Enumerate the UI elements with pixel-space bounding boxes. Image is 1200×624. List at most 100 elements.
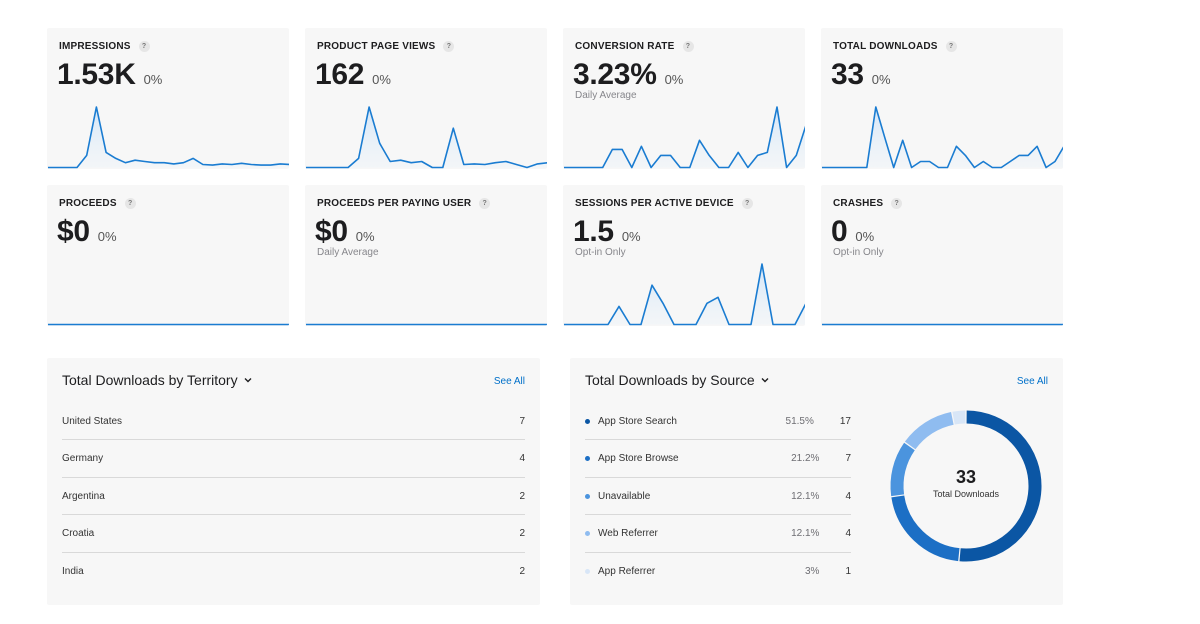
- legend-dot-icon: [585, 493, 590, 499]
- metric-subtitle: Opt-in Only: [833, 247, 884, 258]
- territory-title-dropdown[interactable]: Total Downloads by Territory: [62, 372, 253, 388]
- metric-change: 0%: [355, 229, 375, 244]
- legend-dot-icon: [585, 569, 590, 574]
- territory-count: 7: [519, 415, 525, 427]
- metric-card-crashes[interactable]: CRASHES? 0 0% Opt-in Only: [821, 185, 1063, 326]
- source-title-dropdown[interactable]: Total Downloads by Source: [585, 372, 770, 388]
- metric-label-text: IMPRESSIONS: [59, 41, 131, 52]
- metric-value: 1.5: [573, 215, 614, 248]
- metric-card-total-downloads[interactable]: TOTAL DOWNLOADS? 33 0%: [821, 28, 1063, 169]
- donut-slice[interactable]: [891, 495, 960, 562]
- metric-label: IMPRESSIONS?: [59, 41, 150, 52]
- donut-slice[interactable]: [952, 410, 966, 425]
- metric-label-text: PRODUCT PAGE VIEWS: [317, 41, 436, 52]
- legend-dot-icon: [585, 418, 590, 424]
- territory-count: 2: [519, 490, 525, 502]
- help-icon[interactable]: ?: [891, 198, 903, 209]
- legend-dot-icon: [585, 531, 590, 536]
- help-icon[interactable]: ?: [138, 41, 150, 52]
- territory-count: 4: [519, 453, 525, 464]
- metric-card-conversion-rate[interactable]: CONVERSION RATE? 3.23% 0% Daily Average: [563, 28, 805, 169]
- territory-name: Argentina: [62, 490, 105, 502]
- source-row: App Store Search 51.5% 17: [585, 403, 851, 440]
- territory-row: Argentina 2: [62, 478, 525, 515]
- metric-label-text: CONVERSION RATE: [575, 41, 675, 52]
- source-count: 4: [845, 490, 851, 502]
- source-name: Web Referrer: [598, 528, 658, 539]
- help-icon[interactable]: ?: [124, 198, 136, 209]
- source-name: Unavailable: [598, 490, 651, 502]
- metric-change: 0%: [372, 72, 391, 87]
- territory-panel: Total Downloads by Territory See All Uni…: [47, 358, 540, 605]
- sparkline-line: [564, 263, 805, 326]
- metric-change: 0%: [664, 72, 684, 87]
- territory-name: India: [62, 566, 84, 577]
- sparkline-chart: [822, 106, 1063, 169]
- sparkline-area: [306, 107, 547, 168]
- source-count: 17: [839, 415, 851, 427]
- source-row: App Store Browse 21.2% 7: [585, 441, 851, 478]
- source-share: 21.2%: [791, 453, 820, 464]
- metric-card-sessions-per-active-device[interactable]: SESSIONS PER ACTIVE DEVICE? 1.5 0% Opt-in O…: [563, 185, 805, 326]
- sparkline-area: [564, 264, 805, 325]
- sparkline-chart: [564, 106, 805, 169]
- territory-see-all-link[interactable]: See All: [493, 376, 525, 387]
- metric-card-proceeds-per-paying-user[interactable]: PROCEEDS PER PAYING USER? $0 0% Daily Avera…: [305, 185, 547, 326]
- source-share: 12.1%: [791, 490, 820, 502]
- donut-total: 33: [955, 467, 977, 487]
- sparkline-line: [48, 106, 289, 169]
- sparkline-area: [564, 107, 805, 168]
- territory-title: Total Downloads by Territory: [62, 372, 238, 388]
- territory-name: Germany: [62, 453, 104, 464]
- metric-card-product-page-views[interactable]: PRODUCT PAGE VIEWS? 162 0%: [305, 28, 547, 169]
- sparkline-chart: [48, 106, 289, 169]
- help-icon[interactable]: ?: [443, 41, 455, 52]
- metric-label-text: TOTAL DOWNLOADS: [833, 41, 938, 52]
- source-row: Unavailable 12.1% 4: [585, 478, 851, 515]
- source-name: App Referrer: [598, 566, 656, 577]
- metric-label-text: PROCEEDS PER PAYING USER: [317, 198, 472, 209]
- territory-row: India 2: [62, 553, 525, 590]
- metric-value: 1.53K: [57, 58, 136, 91]
- territory-row: Croatia 2: [62, 516, 525, 553]
- metric-value-group: 1.5 0%: [573, 215, 641, 249]
- source-title: Total Downloads by Source: [585, 372, 755, 388]
- help-icon[interactable]: ?: [682, 41, 694, 52]
- metric-value-group: 1.53K 0%: [57, 58, 162, 92]
- donut-slice[interactable]: [904, 411, 954, 450]
- source-panel: Total Downloads by Source See All App St…: [570, 358, 1063, 605]
- sparkline-line: [822, 106, 1063, 169]
- source-share: 12.1%: [791, 528, 820, 539]
- help-icon[interactable]: ?: [479, 198, 491, 209]
- metric-value: 33: [831, 58, 864, 91]
- source-see-all-link[interactable]: See All: [1016, 376, 1048, 387]
- source-name: App Store Browse: [598, 453, 679, 464]
- sparkline-area: [48, 107, 289, 168]
- sparkline-area: [822, 107, 1063, 168]
- help-icon[interactable]: ?: [945, 41, 957, 52]
- metric-value: 0: [831, 215, 848, 248]
- metric-change: 0%: [855, 229, 875, 244]
- metric-value-group: $0 0%: [315, 215, 375, 249]
- sparkline-line: [564, 106, 805, 169]
- metric-value-group: 0 0%: [831, 215, 874, 249]
- metric-value-group: $0 0%: [57, 215, 117, 249]
- source-row: Web Referrer 12.1% 4: [585, 516, 851, 553]
- sparkline-chart: [306, 106, 547, 169]
- territory-name: Croatia: [62, 528, 95, 539]
- metric-card-proceeds[interactable]: PROCEEDS? $0 0%: [47, 185, 289, 326]
- donut-slice[interactable]: [959, 410, 1042, 562]
- sparkline-chart: [48, 323, 289, 326]
- sparkline-chart: [822, 323, 1063, 326]
- metric-label: PROCEEDS PER PAYING USER?: [317, 198, 491, 209]
- metric-card-impressions[interactable]: IMPRESSIONS? 1.53K 0%: [47, 28, 289, 169]
- territory-name: United States: [62, 415, 123, 427]
- help-icon[interactable]: ?: [741, 198, 753, 209]
- metric-label: CONVERSION RATE?: [575, 41, 694, 52]
- legend-dot-icon: [585, 456, 590, 461]
- metric-label: SESSIONS PER ACTIVE DEVICE?: [575, 198, 753, 209]
- sparkline-chart: [306, 323, 547, 326]
- source-count: 1: [845, 566, 851, 577]
- donut-slice[interactable]: [890, 442, 915, 497]
- metric-change: 0%: [143, 72, 163, 87]
